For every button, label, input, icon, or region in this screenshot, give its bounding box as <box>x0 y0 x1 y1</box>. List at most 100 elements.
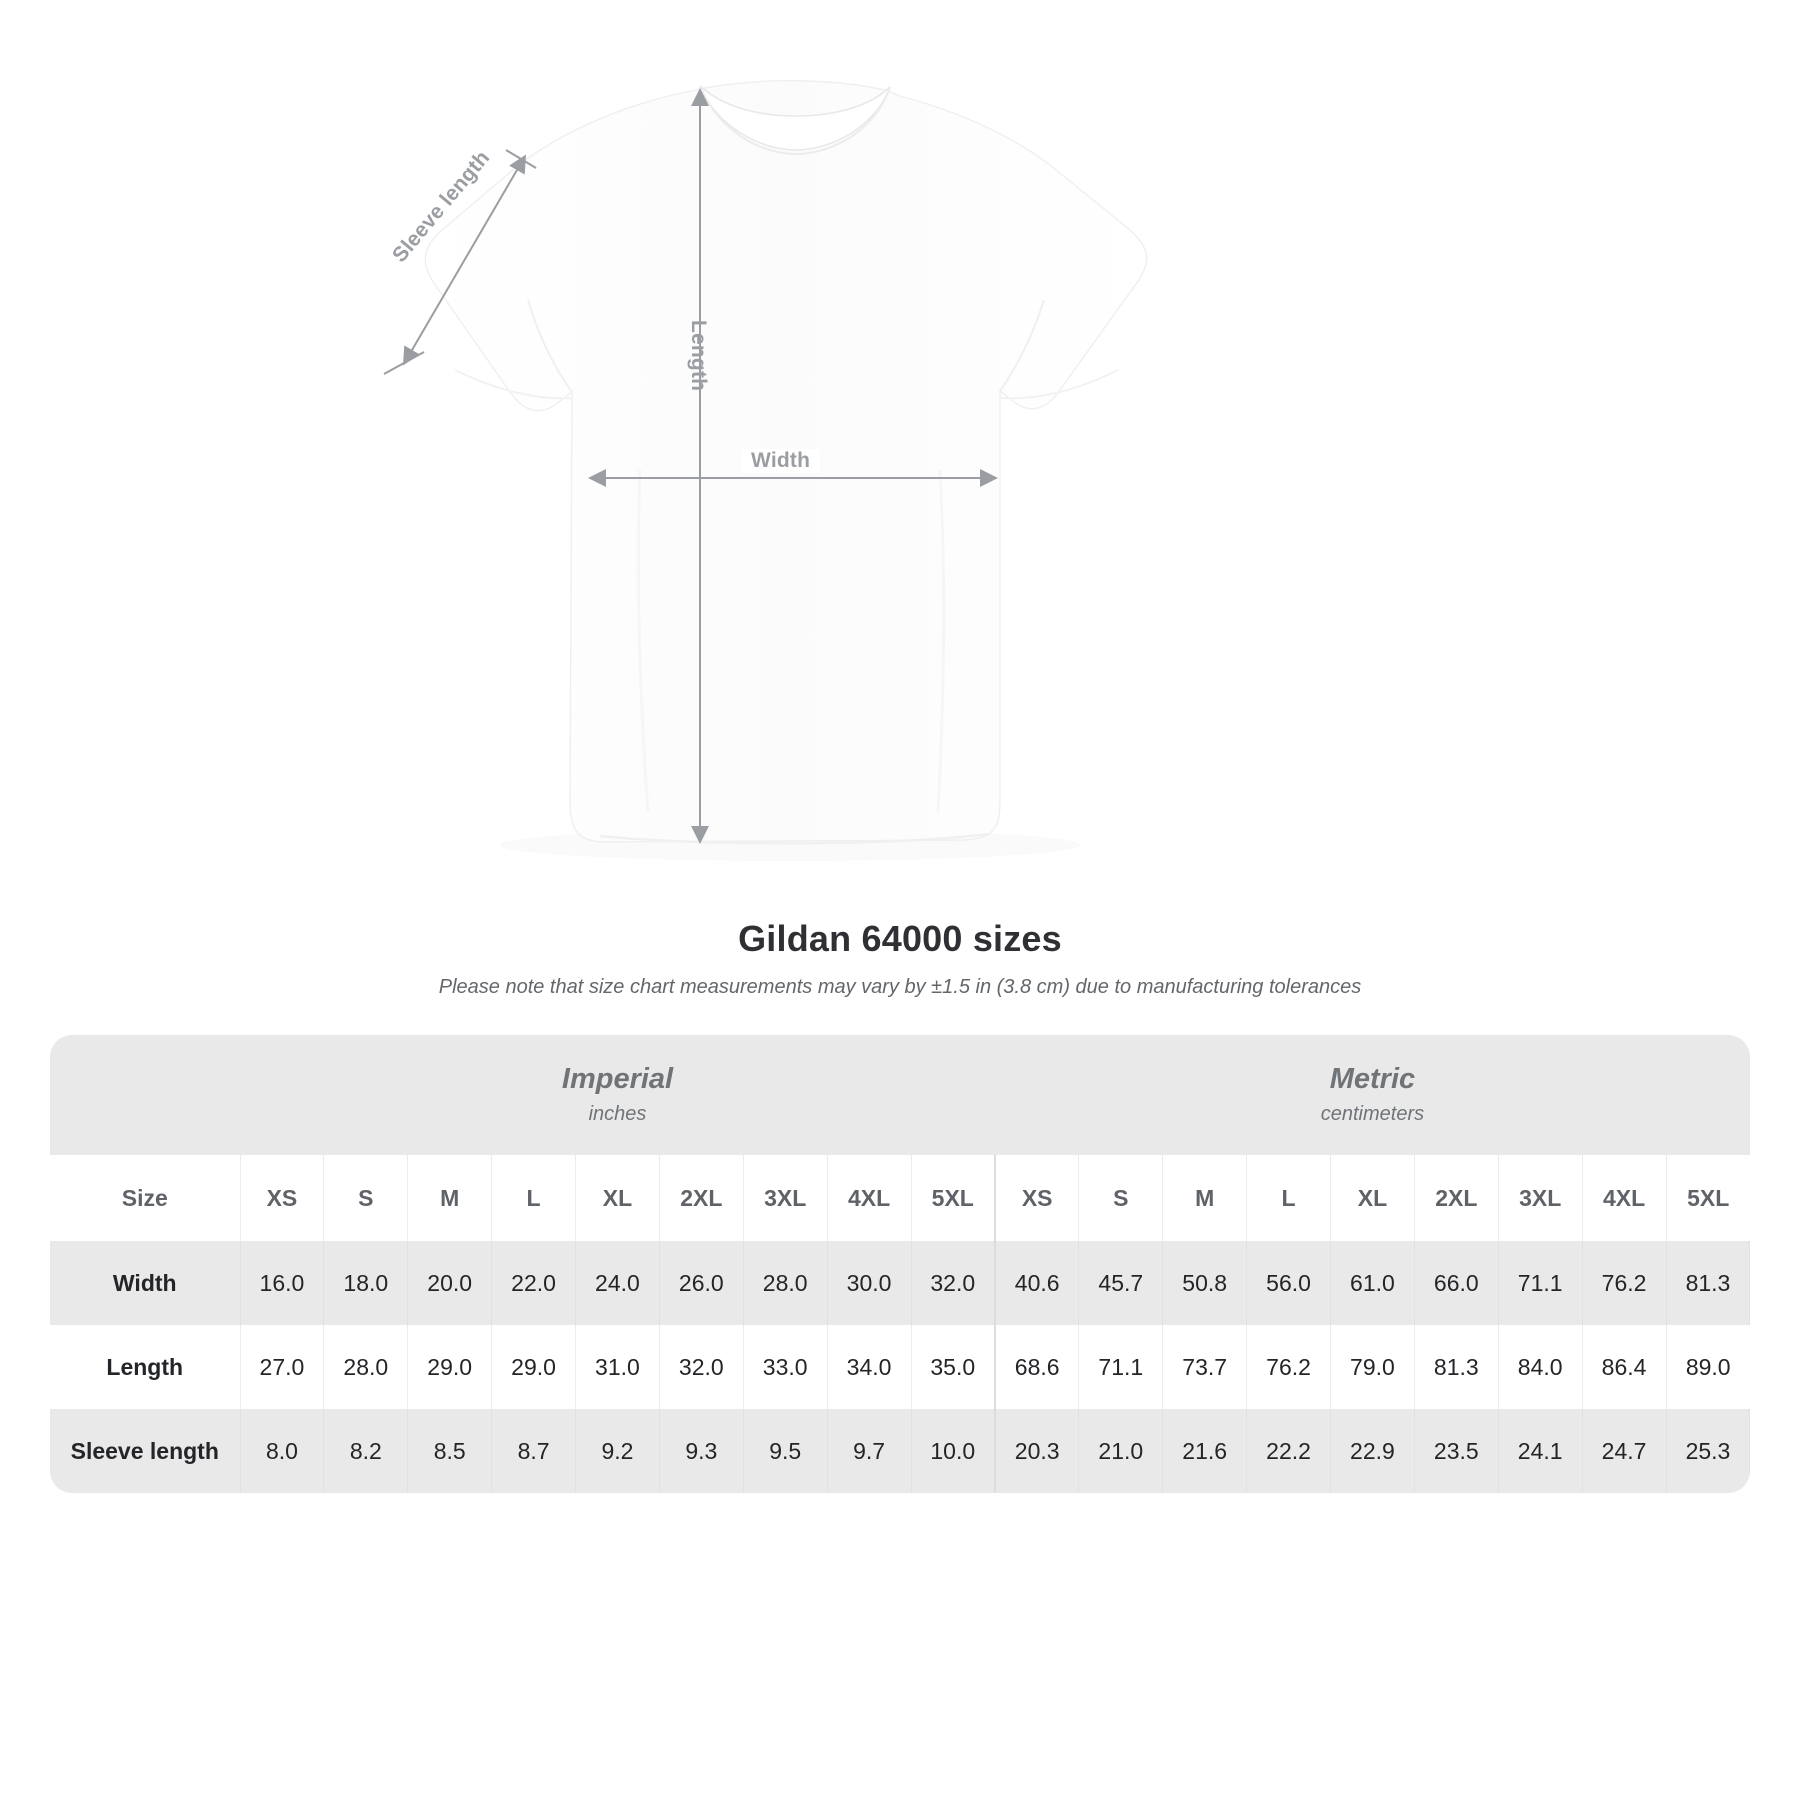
cell-width-imperial-xl: 24.0 <box>575 1241 660 1325</box>
tshirt-illustration <box>383 80 1148 845</box>
cell-sleeve-length-imperial-m: 8.5 <box>407 1409 493 1493</box>
cell-length-metric-xl: 79.0 <box>1330 1325 1415 1409</box>
size-header-3xl: 3XL <box>1498 1155 1583 1241</box>
cell-sleeve-length-metric-3xl: 24.1 <box>1498 1409 1583 1493</box>
row-label-length: Length <box>50 1325 241 1409</box>
cell-sleeve-length-metric-xl: 22.9 <box>1330 1409 1415 1493</box>
left-sleeve-hem <box>454 369 573 400</box>
sleeve-arrow <box>402 154 527 366</box>
tshirt-diagram: Sleeve length Length Width <box>383 80 1148 845</box>
size-header-xs: XS <box>240 1155 325 1241</box>
tolerance-note: Please note that size chart measurements… <box>438 976 1362 998</box>
cell-length-metric-xs: 68.6 <box>995 1325 1080 1409</box>
unit-header-row: Imperial inches Metric centimeters <box>50 1035 1750 1155</box>
cell-width-metric-m: 50.8 <box>1162 1241 1248 1325</box>
cell-length-imperial-2xl: 32.0 <box>659 1325 744 1409</box>
size-header-2xl: 2XL <box>659 1155 744 1241</box>
cell-sleeve-length-metric-2xl: 23.5 <box>1414 1409 1499 1493</box>
cell-width-metric-2xl: 66.0 <box>1414 1241 1499 1325</box>
size-header-l: L <box>491 1155 576 1241</box>
cell-width-metric-3xl: 71.1 <box>1498 1241 1583 1325</box>
cell-width-imperial-3xl: 28.0 <box>743 1241 828 1325</box>
width-label: Width <box>741 449 821 473</box>
size-header-2xl: 2XL <box>1414 1155 1499 1241</box>
table-row: Length 27.0 28.0 29.0 29.0 31.0 32.0 33.0 34.0 35… <box>50 1325 1750 1409</box>
sleeve-tick-top <box>505 149 537 169</box>
cell-length-imperial-3xl: 33.0 <box>743 1325 828 1409</box>
size-header-4xl: 4XL <box>1582 1155 1667 1241</box>
unit-name: Metric <box>1329 1062 1416 1095</box>
cell-length-metric-l: 76.2 <box>1246 1325 1331 1409</box>
cell-width-metric-4xl: 76.2 <box>1582 1241 1667 1325</box>
cell-length-metric-m: 73.7 <box>1162 1325 1248 1409</box>
cell-sleeve-length-metric-4xl: 24.7 <box>1582 1409 1667 1493</box>
collar-seam <box>699 85 891 156</box>
cell-width-metric-xl: 61.0 <box>1330 1241 1415 1325</box>
cell-length-imperial-s: 28.0 <box>323 1325 409 1409</box>
table-row: Sleeve length 8.0 8.2 8.5 8.7 9.2 9.3 9.5 9.7 10.… <box>50 1409 1750 1493</box>
left-sleeve-seam <box>527 299 573 393</box>
size-chart-table-container: Imperial inches Metric centimeters Size XS S M L… <box>50 1035 1750 1493</box>
sleeve-tick-bottom <box>383 351 425 375</box>
size-header-xs: XS <box>995 1155 1080 1241</box>
tshirt-svg <box>383 80 1148 845</box>
size-header-xl: XL <box>575 1155 660 1241</box>
size-chart-caption: Gildan 64000 sizes Please note that size… <box>0 918 1800 999</box>
right-sleeve-hem <box>999 369 1119 400</box>
fabric-fold-right <box>936 469 946 813</box>
unit-subtitle: centimeters <box>1320 1103 1425 1126</box>
cell-sleeve-length-metric-m: 21.6 <box>1162 1409 1248 1493</box>
cell-width-metric-5xl: 81.3 <box>1666 1241 1750 1325</box>
cell-sleeve-length-imperial-l: 8.7 <box>491 1409 576 1493</box>
size-header-5xl: 5XL <box>911 1155 996 1241</box>
cell-sleeve-length-metric-5xl: 25.3 <box>1666 1409 1750 1493</box>
unit-header-imperial: Imperial inches <box>240 1035 995 1155</box>
row-label-width: Width <box>50 1241 241 1325</box>
right-sleeve-seam <box>999 299 1045 392</box>
cell-sleeve-length-imperial-5xl: 10.0 <box>911 1409 996 1493</box>
cell-length-imperial-xl: 31.0 <box>575 1325 660 1409</box>
cell-length-metric-4xl: 86.4 <box>1582 1325 1667 1409</box>
cell-length-imperial-xs: 27.0 <box>240 1325 325 1409</box>
size-header-m: M <box>1162 1155 1248 1241</box>
size-header-s: S <box>323 1155 409 1241</box>
cell-width-imperial-l: 22.0 <box>491 1241 576 1325</box>
size-header-xl: XL <box>1330 1155 1415 1241</box>
table-row: Width 16.0 18.0 20.0 22.0 24.0 26.0 28.0 30.0 32.… <box>50 1241 1750 1325</box>
cell-sleeve-length-metric-l: 22.2 <box>1246 1409 1331 1493</box>
cell-length-metric-3xl: 84.0 <box>1498 1325 1583 1409</box>
unit-subtitle: inches <box>588 1103 647 1126</box>
cell-width-metric-s: 45.7 <box>1078 1241 1164 1325</box>
cell-sleeve-length-imperial-4xl: 9.7 <box>827 1409 912 1493</box>
row-label-sleeve-length: Sleeve length <box>50 1409 241 1493</box>
cell-width-imperial-2xl: 26.0 <box>659 1241 744 1325</box>
size-header-3xl: 3XL <box>743 1155 828 1241</box>
cell-length-metric-2xl: 81.3 <box>1414 1325 1499 1409</box>
size-header-s: S <box>1078 1155 1164 1241</box>
cell-sleeve-length-imperial-xl: 9.2 <box>575 1409 660 1493</box>
unit-header-spacer <box>50 1035 240 1155</box>
cell-length-metric-5xl: 89.0 <box>1666 1325 1750 1409</box>
cell-width-imperial-5xl: 32.0 <box>911 1241 996 1325</box>
cell-sleeve-length-imperial-xs: 8.0 <box>240 1409 325 1493</box>
cell-sleeve-length-imperial-3xl: 9.5 <box>743 1409 828 1493</box>
fabric-fold-left <box>636 469 650 813</box>
size-header-l: L <box>1246 1155 1331 1241</box>
unit-header-metric: Metric centimeters <box>995 1035 1750 1155</box>
cell-sleeve-length-imperial-s: 8.2 <box>323 1409 409 1493</box>
page-title: Gildan 64000 sizes <box>738 918 1062 959</box>
size-header-4xl: 4XL <box>827 1155 912 1241</box>
cell-width-imperial-4xl: 30.0 <box>827 1241 912 1325</box>
cell-sleeve-length-metric-s: 21.0 <box>1078 1409 1164 1493</box>
size-chart-table: Imperial inches Metric centimeters Size XS S M L… <box>50 1035 1750 1493</box>
unit-name: Imperial <box>561 1062 674 1095</box>
cell-sleeve-length-imperial-2xl: 9.3 <box>659 1409 744 1493</box>
size-header-5xl: 5XL <box>1666 1155 1750 1241</box>
cell-length-imperial-4xl: 34.0 <box>827 1325 912 1409</box>
size-header-m: M <box>407 1155 493 1241</box>
cell-width-imperial-m: 20.0 <box>407 1241 493 1325</box>
cell-length-imperial-5xl: 35.0 <box>911 1325 996 1409</box>
cell-width-imperial-s: 18.0 <box>323 1241 409 1325</box>
cell-length-metric-s: 71.1 <box>1078 1325 1164 1409</box>
length-label: Length <box>687 320 710 392</box>
